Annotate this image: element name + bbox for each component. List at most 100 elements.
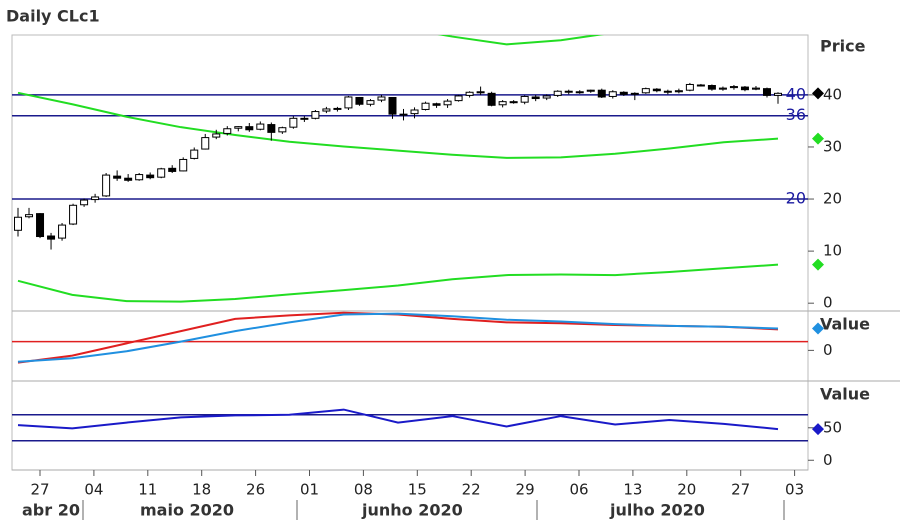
candle-body <box>630 92 639 95</box>
candle-body <box>91 196 100 201</box>
candle-body <box>146 174 155 179</box>
y-tick-label: 30 <box>823 137 842 155</box>
candle-body <box>289 117 298 128</box>
candle-body <box>245 126 254 131</box>
candle-body <box>311 111 320 119</box>
x-tick-label: 01 <box>300 481 319 499</box>
candle-body <box>388 96 397 115</box>
candle-body <box>520 95 529 103</box>
candle-body <box>377 96 386 101</box>
y-tick-label: 0 <box>823 451 833 469</box>
pane <box>12 311 808 364</box>
candle-body <box>256 123 265 130</box>
candle-body <box>333 107 342 110</box>
candle-body <box>421 102 430 110</box>
candle-body <box>366 100 375 105</box>
candle-body <box>157 168 166 178</box>
candle-body <box>25 214 34 218</box>
candle-body <box>740 86 749 91</box>
candle-body <box>509 101 518 104</box>
candle-body <box>322 108 331 112</box>
x-tick-label: 15 <box>408 481 427 499</box>
candle-body <box>718 87 727 90</box>
last-value-marker <box>812 322 824 335</box>
x-tick-label: 27 <box>731 481 750 499</box>
indicator-line <box>437 35 605 46</box>
candle-body <box>36 213 45 238</box>
month-separators <box>82 500 785 520</box>
x-tick-label: 29 <box>516 481 535 499</box>
candle-body <box>762 88 771 96</box>
candle-body <box>135 174 144 181</box>
candle-body <box>201 137 210 150</box>
candle-body <box>278 127 287 133</box>
x-tick-label: 13 <box>623 481 642 499</box>
y-tick-label: 0 <box>823 341 833 359</box>
axis-label: Value <box>820 315 870 334</box>
month-label: julho 2020 <box>609 501 705 520</box>
candle-body <box>652 88 661 92</box>
candle-body <box>102 174 111 197</box>
candle-body <box>608 91 617 97</box>
candle-body <box>300 117 309 120</box>
candle-body <box>465 91 474 96</box>
x-tick-label: 04 <box>84 481 103 499</box>
month-label: maio 2020 <box>140 501 234 520</box>
y-tick-label: 50 <box>823 418 842 436</box>
candle-body <box>399 113 408 116</box>
candle-body <box>597 89 606 98</box>
horizontal-line-label: 40 <box>786 84 806 103</box>
last-value-marker <box>812 132 824 145</box>
last-value-marker <box>812 258 824 271</box>
candle-body <box>344 96 353 109</box>
x-tick-label: 18 <box>192 481 211 499</box>
y-tick-label: 0 <box>823 294 833 312</box>
indicator-line <box>17 263 779 303</box>
plot-frame <box>11 34 809 471</box>
candle-body <box>685 83 694 91</box>
candle-body <box>14 216 22 231</box>
candle-body <box>696 84 705 87</box>
indicator-line <box>17 312 779 363</box>
y-tick-label: 20 <box>823 190 842 208</box>
x-tick-label: 20 <box>677 481 696 499</box>
candle-body <box>267 124 276 133</box>
candle-body <box>410 109 419 115</box>
candle-body <box>641 88 650 94</box>
indicator-line <box>17 91 779 159</box>
candle-body <box>80 199 89 206</box>
candle-body <box>498 101 507 106</box>
candle-body <box>223 128 232 134</box>
last-value-marker <box>812 423 824 436</box>
candle-body <box>168 167 177 172</box>
x-tick-label: 26 <box>246 481 265 499</box>
pane <box>12 35 808 303</box>
candle-body <box>212 133 221 138</box>
candle-body <box>58 224 67 239</box>
candle-body <box>234 126 243 129</box>
candle-body <box>751 87 760 90</box>
candle-body <box>774 92 782 96</box>
candle-body <box>113 175 122 179</box>
x-tick-label: 27 <box>30 481 49 499</box>
candle-body <box>47 235 56 240</box>
axis-label: Value <box>820 385 870 404</box>
candle-body <box>124 177 133 181</box>
x-tick-label: 06 <box>569 481 588 499</box>
candle-body <box>553 90 562 96</box>
y-tick-label: 40 <box>823 85 842 103</box>
pane <box>12 408 808 442</box>
candle-body <box>707 85 716 90</box>
axis-label: Price <box>820 37 866 56</box>
x-tick-label: 03 <box>785 481 804 499</box>
candle-body <box>432 103 441 106</box>
horizontal-line-label: 36 <box>786 105 806 124</box>
candle-body <box>190 149 199 159</box>
candle-body <box>355 96 364 105</box>
candle-body <box>443 100 452 106</box>
x-tick-label: 08 <box>354 481 373 499</box>
x-tick-label: 11 <box>138 481 157 499</box>
horizontal-line-label: 20 <box>786 189 806 208</box>
candle-body <box>619 91 628 95</box>
